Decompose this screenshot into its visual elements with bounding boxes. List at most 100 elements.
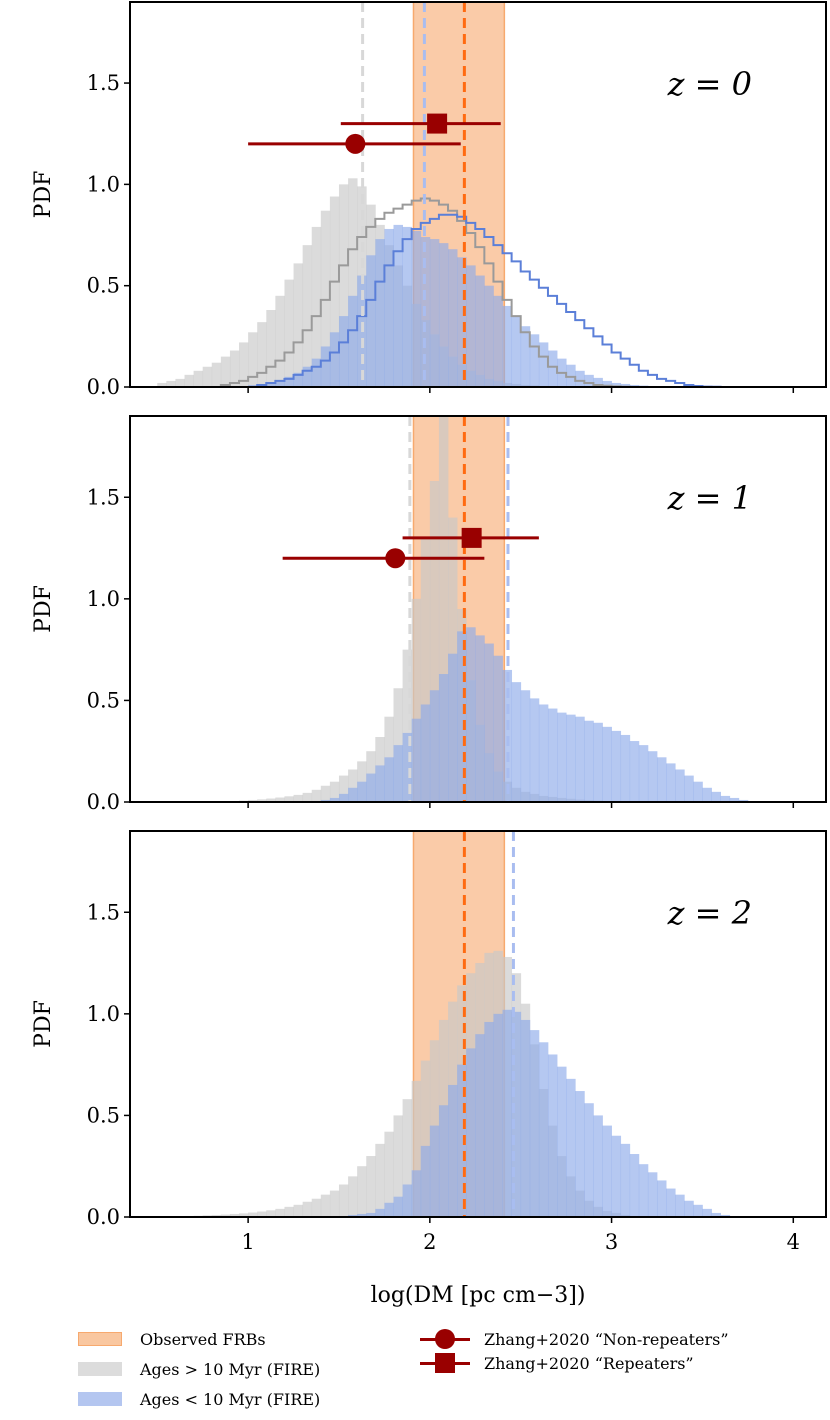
hist-old-bar: [402, 649, 413, 802]
hist-young-bar: [502, 305, 513, 387]
hist-young-bar: [693, 781, 703, 802]
hist-old-bar: [329, 781, 340, 802]
hist-young-bar: [720, 795, 731, 802]
hist-old-bar: [302, 1201, 313, 1217]
x-tick-label: 1: [241, 1230, 254, 1254]
legend-label-old: Ages > 10 Myr (FIRE): [140, 1359, 321, 1379]
legend-item-observed: Observed FRBs: [78, 1328, 266, 1350]
hist-young-bar: [529, 334, 540, 387]
hist-old-bar: [220, 1214, 231, 1217]
hist-young-bar: [702, 787, 712, 802]
hist-young-bar: [611, 382, 622, 387]
y-axis-label: PDF: [31, 585, 56, 633]
hist-young-bar: [611, 730, 622, 802]
hist-young-bar: [438, 1105, 449, 1217]
legend-item-non-repeaters: Zhang+2020 “Non-repeaters”: [420, 1328, 729, 1350]
zhang-repeaters-marker: [427, 113, 448, 134]
hist-old-bar: [420, 537, 431, 802]
y-tick-label: 1.5: [87, 900, 120, 924]
hist-young-bar: [611, 1135, 622, 1217]
legend-swatch-old: [78, 1362, 122, 1376]
hist-old-bar: [284, 1206, 294, 1217]
panel-label: z = 1: [667, 479, 752, 517]
hist-young-bar: [729, 797, 740, 802]
hist-young-bar: [448, 249, 458, 387]
legend-item-young: Ages < 10 Myr (FIRE): [78, 1388, 320, 1410]
hist-old-bar: [257, 799, 267, 802]
hist-young-bar: [338, 316, 349, 387]
hist-old-bar: [311, 226, 322, 387]
hist-young-bar: [656, 757, 667, 802]
hist-old-bar: [157, 382, 167, 387]
hist-young-bar: [684, 1200, 694, 1217]
hist-young-bar: [348, 1214, 358, 1217]
hist-young-bar: [675, 769, 685, 802]
hist-old-bar: [293, 263, 304, 387]
hist-young-bar: [620, 383, 631, 387]
hist-young-bar: [348, 295, 358, 387]
hist-old-bar: [302, 792, 313, 802]
hist-young-bar: [620, 734, 631, 802]
hist-young-bar: [520, 690, 531, 802]
hist-young-bar: [466, 1048, 476, 1217]
hist-old-bar: [302, 245, 313, 387]
hist-old-bar: [211, 362, 222, 387]
y-tick-label: 0.0: [87, 1205, 120, 1229]
hist-old-bar: [248, 332, 258, 387]
hist-young-bar: [457, 257, 467, 387]
hist-young-bar: [366, 773, 376, 802]
hist-old-bar: [320, 1194, 331, 1217]
hist-old-bar: [202, 366, 213, 387]
hist-young-bar: [629, 384, 640, 387]
hist-old-bar: [193, 370, 204, 387]
hist-young-bar: [320, 799, 331, 802]
hist-young-bar: [675, 1194, 685, 1217]
x-tick-label: 3: [605, 1230, 618, 1254]
hist-young-bar: [666, 763, 676, 802]
hist-old-bar: [311, 1198, 322, 1217]
hist-old-bar: [220, 356, 231, 387]
hist-young-bar: [420, 1145, 431, 1217]
panel-1: 0.0 0.5 1.0 1.5 PDF z = 0: [31, 1, 827, 399]
hist-old-bar: [266, 1210, 276, 1217]
hist-young-bar: [438, 243, 449, 387]
hist-young-bar: [384, 1202, 394, 1217]
hist-old-bar: [338, 775, 349, 802]
y-tick-label: 0.5: [87, 274, 120, 298]
y-axis-label: PDF: [31, 1000, 56, 1048]
hist-young-bar: [638, 1164, 649, 1217]
legend-label-non-repeaters: Zhang+2020 “Non-repeaters”: [484, 1329, 729, 1349]
hist-young-bar: [511, 1011, 522, 1217]
hist-young-bar: [448, 1084, 458, 1217]
hist-old-bar: [366, 1156, 376, 1217]
hist-old-bar: [311, 789, 322, 802]
hist-young-bar: [656, 1180, 667, 1217]
hist-young-bar: [566, 714, 576, 802]
hist-old-bar: [320, 210, 331, 387]
hist-young-bar: [684, 775, 694, 802]
hist-young-bar: [375, 1208, 385, 1217]
y-tick-label: 0.5: [87, 1103, 120, 1127]
y-tick-label: 1.0: [87, 1002, 120, 1026]
hist-young-bar: [584, 374, 594, 387]
hist-young-bar: [493, 295, 503, 387]
hist-young-bar: [411, 1170, 422, 1217]
hist-old-bar: [284, 796, 294, 802]
hist-young-bar: [502, 669, 513, 802]
hist-young-bar: [357, 1213, 367, 1217]
hist-young-bar: [566, 1078, 576, 1217]
hist-young-bar: [457, 631, 467, 802]
legend-item-repeaters: Zhang+2020 “Repeaters”: [420, 1352, 694, 1374]
hist-young-bar: [511, 316, 522, 387]
hist-young-bar: [538, 704, 549, 802]
hist-young-bar: [493, 655, 503, 802]
axes-frame: [129, 415, 827, 803]
hist-young-bar: [284, 376, 294, 387]
hist-old-bar: [393, 1115, 403, 1217]
hist-old-bar: [329, 1190, 340, 1217]
plot-area: [157, 2, 794, 387]
hist-young-bar: [484, 1021, 494, 1217]
hist-young-bar: [348, 787, 358, 802]
hist-old-bar: [293, 794, 304, 802]
hist-young-bar: [411, 230, 422, 387]
